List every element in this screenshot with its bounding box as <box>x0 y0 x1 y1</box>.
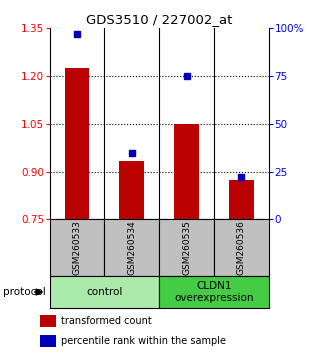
Text: GSM260534: GSM260534 <box>127 221 136 275</box>
Text: GSM260535: GSM260535 <box>182 220 191 275</box>
Text: control: control <box>86 287 123 297</box>
Bar <box>50 276 159 308</box>
Text: CLDN1
overexpression: CLDN1 overexpression <box>174 281 254 303</box>
Bar <box>174 124 199 219</box>
Bar <box>40 335 56 347</box>
Bar <box>104 219 159 276</box>
Text: transformed count: transformed count <box>61 316 152 326</box>
Bar <box>229 180 254 219</box>
Text: GSM260533: GSM260533 <box>73 220 82 275</box>
Bar <box>159 276 269 308</box>
Title: GDS3510 / 227002_at: GDS3510 / 227002_at <box>86 13 232 26</box>
Text: protocol: protocol <box>3 287 46 297</box>
Bar <box>40 315 56 327</box>
Bar <box>119 161 144 219</box>
Bar <box>65 68 89 219</box>
Text: GSM260536: GSM260536 <box>237 220 246 275</box>
Bar <box>50 219 104 276</box>
Text: percentile rank within the sample: percentile rank within the sample <box>61 336 226 346</box>
Bar <box>214 219 269 276</box>
Bar <box>159 219 214 276</box>
